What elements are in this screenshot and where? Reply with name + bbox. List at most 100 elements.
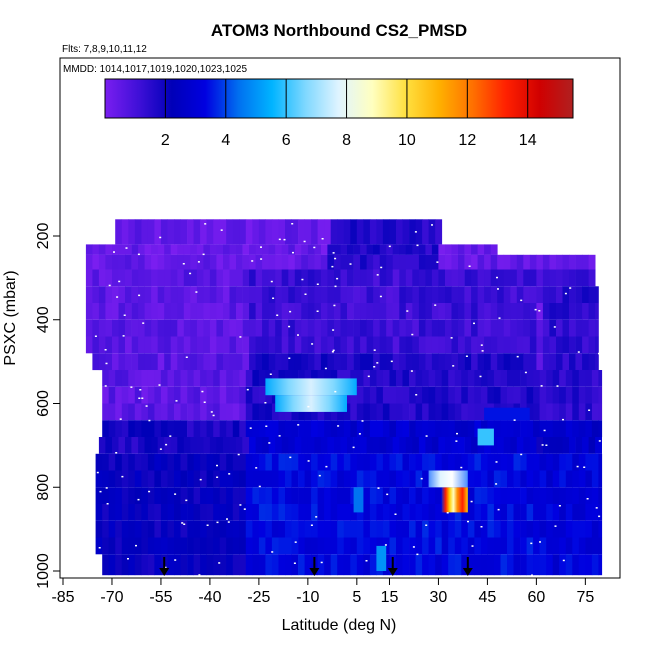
x-tick-label: -10 xyxy=(296,589,319,606)
heatmap-cell xyxy=(144,319,152,337)
heatmap-cell xyxy=(448,537,456,555)
heatmap-cell xyxy=(402,470,410,488)
speckle xyxy=(415,394,418,396)
heatmap-cell xyxy=(542,269,550,287)
heatmap-cell xyxy=(141,219,149,245)
heatmap-cell xyxy=(324,487,332,505)
heatmap-cell xyxy=(278,554,286,576)
heatmap-cell xyxy=(157,353,165,371)
heatmap-cell xyxy=(275,244,283,255)
heatmap-cell xyxy=(252,487,260,505)
heatmap-cell xyxy=(291,487,299,505)
heatmap-cell xyxy=(445,286,452,304)
heatmap-cell xyxy=(245,537,253,555)
heatmap-cell xyxy=(239,403,247,421)
colorbar-tick-label: 6 xyxy=(282,132,291,149)
heatmap-cell xyxy=(294,269,302,287)
heatmap-cell xyxy=(562,303,570,320)
heatmap-cell xyxy=(386,254,394,270)
speckle xyxy=(410,370,413,372)
heatmap-cell xyxy=(307,336,315,354)
speckle xyxy=(576,465,579,468)
heatmap-cell xyxy=(497,319,505,337)
heatmap-cell xyxy=(399,336,407,354)
speckle xyxy=(96,471,99,474)
heatmap-cell xyxy=(542,254,550,270)
speckle xyxy=(316,283,319,285)
heatmap-cell xyxy=(458,353,465,371)
heatmap-cell xyxy=(526,386,534,404)
heatmap-cell xyxy=(471,244,478,255)
heatmap-cell xyxy=(591,537,599,555)
speckle xyxy=(104,349,107,351)
heatmap-cell xyxy=(245,487,253,505)
y-tick-label: 400 xyxy=(35,306,52,333)
heatmap-cell xyxy=(134,453,142,471)
heatmap-cell xyxy=(438,244,446,255)
heatmap-cell xyxy=(451,286,459,304)
heatmap-cell xyxy=(569,269,576,287)
heatmap-cell xyxy=(183,336,191,354)
heatmap-cell xyxy=(85,244,93,255)
heatmap-cell xyxy=(366,303,374,320)
speckle xyxy=(337,425,340,427)
heatmap-cell xyxy=(585,520,593,538)
heatmap-cell xyxy=(386,353,394,371)
heatmap-cell xyxy=(294,303,302,320)
heatmap-cell xyxy=(134,420,142,438)
heatmap-cell xyxy=(454,504,462,521)
heatmap-cell xyxy=(112,286,119,304)
heatmap-cell xyxy=(242,437,250,454)
heatmap-cell xyxy=(562,269,570,287)
heatmap-cell xyxy=(151,303,158,320)
heatmap-cell xyxy=(268,336,276,354)
speckle xyxy=(116,296,119,298)
heatmap-cell xyxy=(203,286,211,304)
heatmap-cell xyxy=(187,403,194,421)
heatmap-cell xyxy=(187,470,194,488)
heatmap-cell xyxy=(183,437,191,454)
heatmap-cell xyxy=(392,244,400,255)
heatmap-cell xyxy=(454,520,462,538)
heatmap-cell xyxy=(223,353,230,371)
heatmap-cell xyxy=(209,336,217,354)
heatmap-cell xyxy=(399,353,407,371)
heatmap-cell xyxy=(125,286,132,304)
heatmap-cell xyxy=(510,303,518,320)
speckle xyxy=(556,385,559,387)
heatmap-cell xyxy=(125,244,132,255)
heatmap-cell xyxy=(412,437,420,454)
heatmap-cell xyxy=(533,554,540,576)
heatmap-cell xyxy=(356,453,364,471)
heatmap-cell xyxy=(330,504,338,521)
heatmap-cell xyxy=(556,353,563,371)
speckle xyxy=(164,566,167,569)
heatmap-cell xyxy=(451,353,459,371)
heatmap-cell xyxy=(562,353,570,371)
heatmap-cell xyxy=(115,504,123,521)
heatmap-cell xyxy=(431,303,439,320)
heatmap-cell xyxy=(324,453,332,471)
heatmap-cell xyxy=(268,303,276,320)
heatmap-cell xyxy=(500,420,508,438)
heatmap-cell xyxy=(262,319,269,337)
heatmap-cell xyxy=(141,470,149,488)
heatmap-cell xyxy=(565,420,573,438)
heatmap-cell xyxy=(500,504,508,521)
heatmap-cell xyxy=(343,520,351,538)
heatmap-cell xyxy=(281,303,289,320)
speckle xyxy=(495,461,498,463)
heatmap-cell xyxy=(236,244,243,255)
heatmap-cell xyxy=(412,244,420,255)
heatmap-cell xyxy=(350,470,358,488)
heatmap-cell xyxy=(115,520,123,538)
heatmap-cell xyxy=(229,319,237,337)
heatmap-cell xyxy=(533,420,540,438)
heatmap-cell xyxy=(585,537,593,555)
heatmap-cell xyxy=(428,537,436,555)
heatmap-cell xyxy=(249,286,256,304)
heatmap-cell xyxy=(226,370,234,387)
heatmap-cell xyxy=(108,504,116,521)
heatmap-cell xyxy=(147,554,155,576)
heatmap-cell xyxy=(301,303,309,320)
